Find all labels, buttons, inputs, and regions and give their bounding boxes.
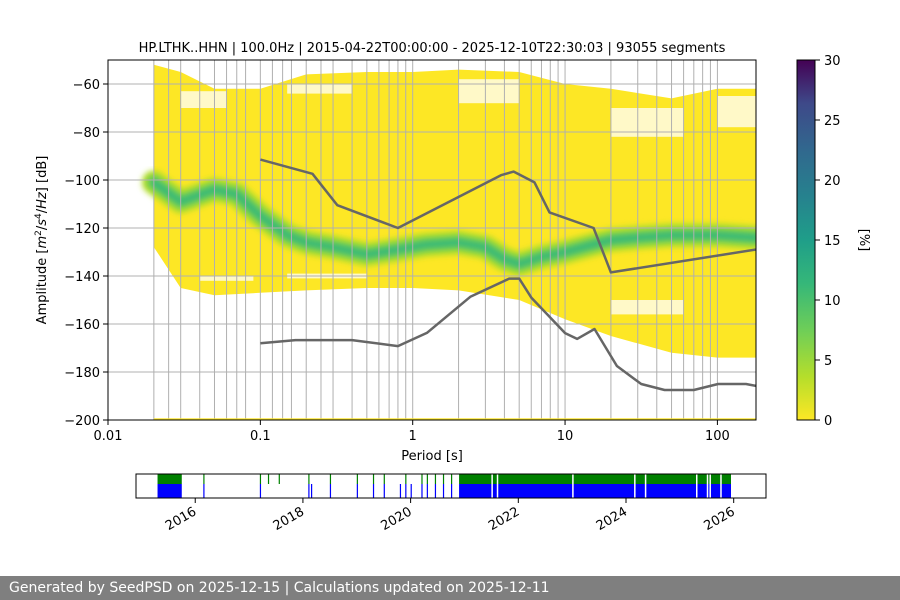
colorbar-tick-label: 0 xyxy=(824,414,832,429)
colorbar-label: [%] xyxy=(856,229,871,252)
colorbar-tick-label: 30 xyxy=(824,54,841,69)
x-axis-label: Period [s] xyxy=(401,449,463,464)
colorbar-tick-label: 10 xyxy=(824,294,841,309)
coverage-tick xyxy=(259,484,262,498)
timeline-tick-label: 2018 xyxy=(271,504,307,534)
band-gap xyxy=(180,91,227,108)
timeline-tick-label: 2016 xyxy=(163,504,199,534)
coverage-tick xyxy=(383,484,385,498)
timeline-frame xyxy=(135,473,767,499)
coverage-tick xyxy=(405,484,407,498)
noise-model-nhnm xyxy=(260,158,756,274)
colorbar-tick-label: 15 xyxy=(824,234,841,249)
x-tick-label: 0.1 xyxy=(250,429,271,444)
coverage-block xyxy=(459,474,731,484)
timeline-tick-label: 2024 xyxy=(594,504,630,534)
coverage-gap xyxy=(720,474,722,498)
coverage-block xyxy=(157,484,182,498)
y-tick-label: −140 xyxy=(64,270,100,285)
x-tick-label: 10 xyxy=(557,429,574,444)
colorbar-tick-label: 5 xyxy=(824,354,832,369)
band-gap xyxy=(717,96,756,128)
footer-bar: Generated by SeedPSD on 2025-12-15 | Cal… xyxy=(0,576,900,600)
coverage-tick xyxy=(434,474,437,484)
coverage-tick xyxy=(383,474,385,484)
occupied-band xyxy=(153,64,756,358)
coverage-tick xyxy=(203,484,205,498)
coverage-tick xyxy=(372,474,375,484)
coverage-tick xyxy=(410,484,412,498)
y-tick-label: −180 xyxy=(64,366,100,381)
coverage-tick xyxy=(356,474,358,484)
coverage-tick xyxy=(405,474,407,484)
chart-title: HP.LTHK..HHN | 100.0Hz | 2015-04-22T00:0… xyxy=(139,41,726,56)
coverage-gap xyxy=(706,474,709,498)
coverage-block xyxy=(157,474,182,484)
colorbar-ticks: 0 5 10 15 20 25 30 xyxy=(815,54,841,429)
plot-frame xyxy=(107,59,757,421)
colorbar-tick-label: 25 xyxy=(824,114,841,129)
coverage-tick xyxy=(421,484,423,498)
noise-model-nlnm xyxy=(260,277,756,392)
y-tick-label: −200 xyxy=(64,414,100,429)
coverage-gap xyxy=(709,474,711,498)
x-axis-ticks: 0.01 0.1 1 10 100 xyxy=(94,420,730,444)
coverage-tick xyxy=(434,484,437,498)
vertical-gridlines xyxy=(153,60,718,420)
coverage-tick xyxy=(308,474,310,484)
y-tick-label: −60 xyxy=(73,78,100,93)
horizontal-gridlines xyxy=(108,83,756,420)
coverage-gap xyxy=(644,474,647,498)
bottom-edge-strip xyxy=(153,418,756,420)
coverage-gap xyxy=(491,474,493,498)
coverage-tick xyxy=(356,484,358,498)
coverage-gap xyxy=(496,474,499,498)
coverage-tick xyxy=(399,484,402,498)
y-tick-label: −100 xyxy=(64,174,100,189)
band-gap xyxy=(458,79,520,104)
coverage-gap xyxy=(634,474,636,498)
coverage-tick xyxy=(311,484,313,498)
coverage-gap xyxy=(696,474,698,498)
coverage-tick xyxy=(421,474,423,484)
coverage-tick xyxy=(426,474,428,484)
colorbar xyxy=(796,59,816,421)
y-tick-label: −120 xyxy=(64,222,100,237)
coverage-tick xyxy=(203,474,205,484)
timeline-tick-label: 2026 xyxy=(702,504,738,534)
coverage-tick xyxy=(451,484,453,498)
coverage-gap xyxy=(572,474,574,498)
coverage-tick xyxy=(451,474,453,484)
coverage-tick xyxy=(267,474,270,484)
x-tick-label: 100 xyxy=(705,429,730,444)
timeline-ticks: 2016 2018 2020 2022 2024 2026 xyxy=(163,498,738,534)
y-tick-label: −80 xyxy=(73,126,100,141)
band-gap xyxy=(610,300,684,315)
footer-text: Generated by SeedPSD on 2025-12-15 | Cal… xyxy=(9,580,550,596)
x-tick-label: 0.01 xyxy=(94,429,123,444)
plot-area xyxy=(108,60,756,420)
timeline-tick-label: 2020 xyxy=(378,504,414,534)
colorbar-tick-label: 20 xyxy=(824,174,841,189)
coverage-block xyxy=(459,484,731,498)
y-axis-ticks: −200 −180 −160 −140 −120 −100 −80 −60 xyxy=(64,78,108,429)
coverage-tick xyxy=(329,484,332,498)
coverage-tick xyxy=(372,484,375,498)
band-gap xyxy=(287,84,353,94)
timeline-tick-label: 2022 xyxy=(486,504,522,534)
coverage-tick xyxy=(259,474,262,484)
coverage-tick xyxy=(278,474,280,484)
coverage-tick xyxy=(442,474,445,484)
y-tick-label: −160 xyxy=(64,318,100,333)
coverage-tick xyxy=(329,474,332,484)
x-tick-label: 1 xyxy=(409,429,417,444)
coverage-tick xyxy=(308,484,310,498)
coverage-tick xyxy=(426,484,428,498)
y-axis-label: Amplitude [m2/s4/Hz] [dB] xyxy=(34,156,50,325)
coverage-tick xyxy=(442,484,445,498)
timeline-bars xyxy=(157,474,731,498)
